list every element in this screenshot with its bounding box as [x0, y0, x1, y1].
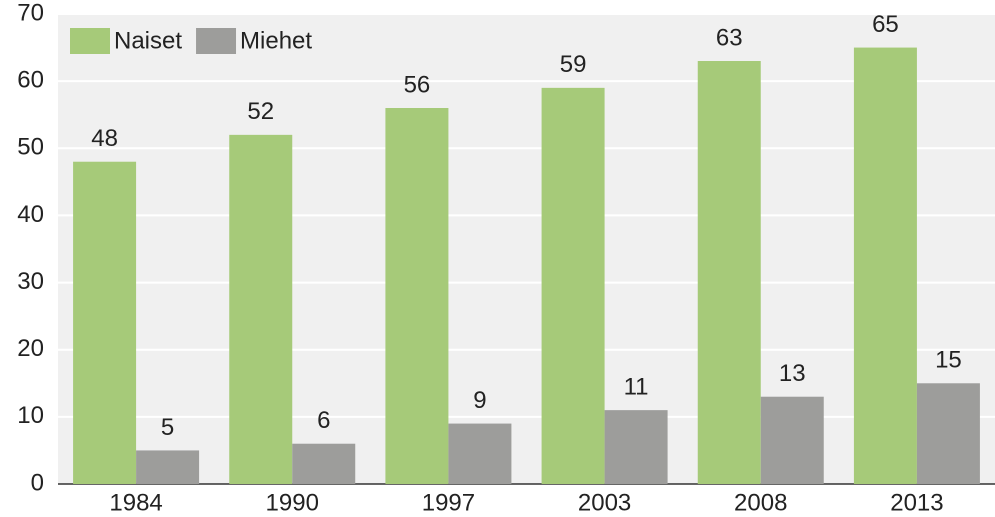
bar	[73, 161, 137, 484]
bar	[229, 134, 293, 484]
bar	[541, 87, 605, 484]
x-tick-label: 1984	[109, 489, 162, 516]
bar	[916, 383, 980, 484]
data-label: 52	[247, 98, 274, 125]
bar	[136, 450, 200, 484]
x-tick-label: 2003	[578, 489, 631, 516]
legend-swatch	[70, 28, 110, 54]
data-label: 48	[91, 125, 118, 152]
y-tick-label: 20	[17, 335, 44, 362]
y-tick-label: 40	[17, 201, 44, 228]
data-label: 11	[624, 373, 649, 400]
y-tick-label: 10	[17, 402, 44, 429]
bar	[385, 108, 449, 484]
data-label: 59	[560, 51, 587, 78]
y-tick-label: 50	[17, 134, 44, 161]
bar	[760, 396, 824, 484]
x-tick-label: 2008	[734, 489, 787, 516]
data-label: 6	[317, 407, 330, 434]
y-tick-label: 0	[31, 469, 44, 496]
legend-label: Miehet	[240, 27, 312, 54]
data-label: 5	[161, 414, 174, 441]
legend-label: Naiset	[114, 27, 182, 54]
data-label: 56	[404, 71, 431, 98]
bar	[448, 423, 512, 484]
plot-background	[58, 14, 995, 484]
data-label: 13	[779, 360, 806, 387]
bar	[697, 61, 761, 484]
data-label: 9	[473, 387, 486, 414]
bar	[292, 443, 356, 484]
x-tick-label: 1990	[266, 489, 319, 516]
y-tick-label: 60	[17, 66, 44, 93]
y-tick-label: 30	[17, 268, 44, 295]
x-tick-label: 1997	[422, 489, 475, 516]
data-label: 63	[716, 24, 743, 51]
bar	[853, 47, 917, 484]
data-label: 15	[935, 347, 962, 374]
y-tick-label: 70	[17, 0, 44, 26]
data-label: 65	[872, 11, 899, 38]
x-tick-label: 2013	[890, 489, 943, 516]
legend-swatch	[196, 28, 237, 54]
bar	[604, 410, 668, 484]
